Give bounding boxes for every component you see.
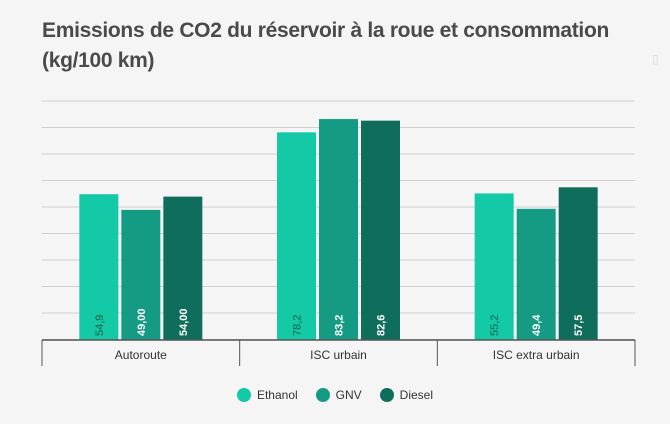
legend-swatch-ethanol [236,388,251,402]
legend: Ethanol GNV Diesel [0,388,670,402]
bar-ethanol[interactable] [277,132,316,340]
data-label: 54,9 [94,315,106,336]
edge-marker: ▯ [652,52,659,66]
category-label: Autoroute [115,348,167,362]
data-label: 78,2 [292,315,304,336]
category-label: ISC extra urbain [493,348,580,362]
bar-gnv[interactable] [319,119,358,341]
data-label: 49,00 [136,308,148,336]
data-label: 54,00 [178,308,190,336]
data-label: 82,6 [376,315,388,336]
chart-title: Emissions de CO2 du réservoir à la roue … [42,16,642,76]
bar-gnv[interactable] [121,209,161,340]
data-label: 49,4 [531,314,543,336]
bar-ethanol[interactable] [79,194,119,340]
legend-label-gnv: GNV [335,388,362,402]
bar-diesel[interactable] [361,120,400,340]
legend-label-ethanol: Ethanol [256,388,298,402]
bar-gnv[interactable] [516,208,556,340]
bar-diesel[interactable] [163,196,203,340]
legend-swatch-diesel [379,388,394,402]
chart-title-line-1: Emissions de CO2 du réservoir à la roue … [42,19,610,42]
data-label: 57,5 [573,315,585,336]
legend-item-diesel[interactable]: Diesel [379,388,434,402]
data-label: 83,2 [334,315,346,336]
legend-label-diesel: Diesel [399,388,434,402]
data-label: 55,2 [489,315,501,336]
bar-diesel[interactable] [558,187,598,340]
legend-swatch-gnv [315,388,330,402]
chart-title-line-2: (kg/100 km) [42,49,155,72]
legend-item-gnv[interactable]: GNV [315,388,362,402]
bar-ethanol[interactable] [474,193,514,340]
legend-item-ethanol[interactable]: Ethanol [236,388,298,402]
category-label: ISC urbain [310,348,367,362]
